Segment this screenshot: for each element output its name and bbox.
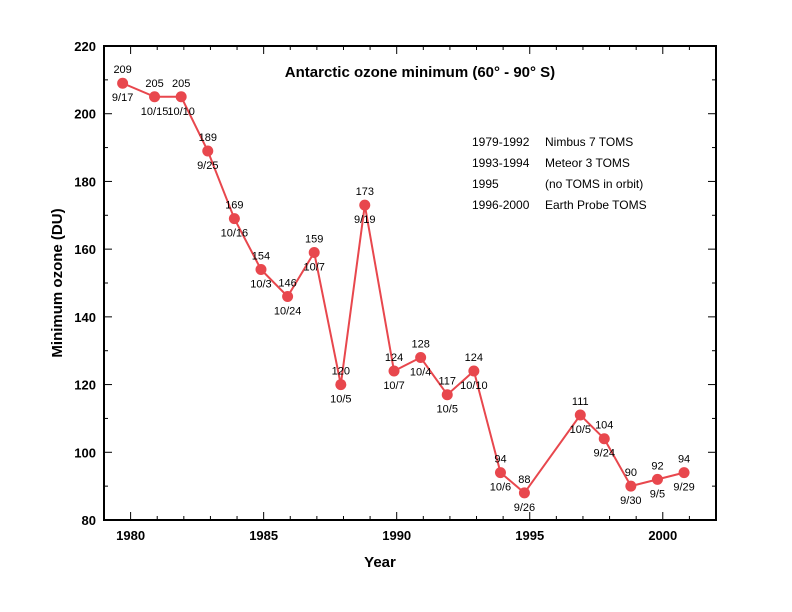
- y-tick-label: 160: [74, 242, 96, 257]
- data-point: [598, 433, 610, 445]
- value-label: 117: [438, 376, 456, 388]
- legend-instrument: Meteor 3 TOMS: [545, 156, 630, 170]
- date-label: 10/3: [250, 278, 271, 290]
- legend-instrument: Nimbus 7 TOMS: [545, 135, 633, 149]
- data-point: [282, 291, 294, 303]
- plot-frame: [103, 45, 717, 521]
- data-points: [117, 77, 690, 499]
- date-label: 10/15: [141, 106, 169, 118]
- legend-years: 1995: [472, 177, 499, 191]
- value-label: 124: [385, 352, 403, 364]
- legend-years: 1996-2000: [472, 198, 530, 212]
- date-label: 10/5: [330, 394, 351, 406]
- value-label: 90: [625, 467, 637, 479]
- y-tick-label: 180: [74, 174, 96, 189]
- value-label: 173: [356, 186, 374, 198]
- data-point: [228, 213, 240, 225]
- x-axis: 1980 1985 1990 1995 2000: [103, 46, 717, 543]
- data-point: [651, 473, 663, 485]
- x-axis-title: Year: [364, 554, 396, 571]
- data-point: [518, 487, 530, 499]
- data-point: [678, 467, 690, 479]
- value-label: 205: [172, 78, 190, 90]
- y-tick-label: 220: [74, 39, 96, 54]
- date-label: 10/7: [383, 380, 404, 392]
- data-point: [308, 247, 320, 259]
- date-label: 9/29: [673, 482, 694, 494]
- data-point: [468, 365, 480, 377]
- data-point: [415, 351, 427, 363]
- x-tick-label: 1985: [249, 528, 278, 543]
- data-point: [441, 389, 453, 401]
- data-point: [335, 379, 347, 391]
- value-label: 94: [678, 454, 690, 466]
- data-labels: 2099/1720510/1520510/101899/2516910/1615…: [112, 64, 695, 514]
- date-label: 10/6: [490, 482, 511, 494]
- data-point: [574, 409, 586, 421]
- date-label: 10/10: [167, 106, 195, 118]
- legend-years: 1993-1994: [472, 156, 530, 170]
- value-label: 120: [332, 366, 350, 378]
- y-axis-title: Minimum ozone (DU): [49, 208, 66, 357]
- date-label: 9/26: [514, 502, 535, 514]
- y-tick-label: 200: [74, 107, 96, 122]
- date-label: 10/7: [303, 262, 324, 274]
- data-point: [149, 91, 161, 103]
- date-label: 10/16: [221, 228, 249, 240]
- value-label: 154: [252, 250, 270, 262]
- value-label: 94: [494, 454, 506, 466]
- value-label: 169: [225, 200, 243, 212]
- value-label: 159: [305, 234, 323, 246]
- x-tick-label: 2000: [648, 528, 677, 543]
- data-point: [625, 480, 637, 492]
- date-label: 10/4: [410, 366, 431, 378]
- y-tick-label: 120: [74, 378, 96, 393]
- date-label: 9/5: [650, 488, 665, 500]
- date-label: 10/5: [437, 404, 458, 416]
- data-point: [175, 91, 187, 103]
- x-tick-label: 1980: [116, 528, 145, 543]
- data-point: [359, 199, 371, 211]
- value-label: 88: [518, 474, 530, 486]
- data-point: [255, 263, 267, 275]
- value-label: 104: [595, 420, 613, 432]
- y-tick-label: 140: [74, 310, 96, 325]
- value-label: 209: [113, 64, 131, 76]
- data-point: [494, 467, 506, 479]
- value-label: 128: [411, 338, 429, 350]
- value-label: 92: [651, 460, 663, 472]
- y-tick-label: 80: [82, 513, 96, 528]
- y-tick-label: 100: [74, 445, 96, 460]
- date-label: 9/19: [354, 214, 375, 226]
- value-label: 146: [278, 278, 296, 290]
- value-label: 189: [199, 132, 217, 144]
- x-tick-label: 1995: [515, 528, 544, 543]
- data-point: [117, 77, 129, 89]
- data-point: [202, 145, 214, 157]
- chart-title: Antarctic ozone minimum (60° - 90° S): [285, 64, 555, 81]
- legend-years: 1979-1992: [472, 135, 530, 149]
- value-label: 205: [145, 78, 163, 90]
- date-label: 10/24: [274, 306, 302, 318]
- date-label: 9/24: [594, 448, 615, 460]
- legend-instrument: (no TOMS in orbit): [545, 177, 643, 191]
- legend-instrument: Earth Probe TOMS: [545, 198, 647, 212]
- data-point: [388, 365, 400, 377]
- date-label: 9/25: [197, 160, 218, 172]
- x-tick-label: 1990: [382, 528, 411, 543]
- date-label: 10/10: [460, 380, 488, 392]
- legend: 1979-1992 Nimbus 7 TOMS 1993-1994 Meteor 3 …: [472, 135, 647, 212]
- date-label: 9/17: [112, 92, 133, 104]
- y-axis: 80 100 120 140 160 180 200 220: [74, 39, 716, 528]
- value-label: 124: [465, 352, 483, 364]
- date-label: 10/5: [570, 424, 591, 436]
- date-label: 9/30: [620, 495, 641, 507]
- value-label: 111: [572, 396, 589, 408]
